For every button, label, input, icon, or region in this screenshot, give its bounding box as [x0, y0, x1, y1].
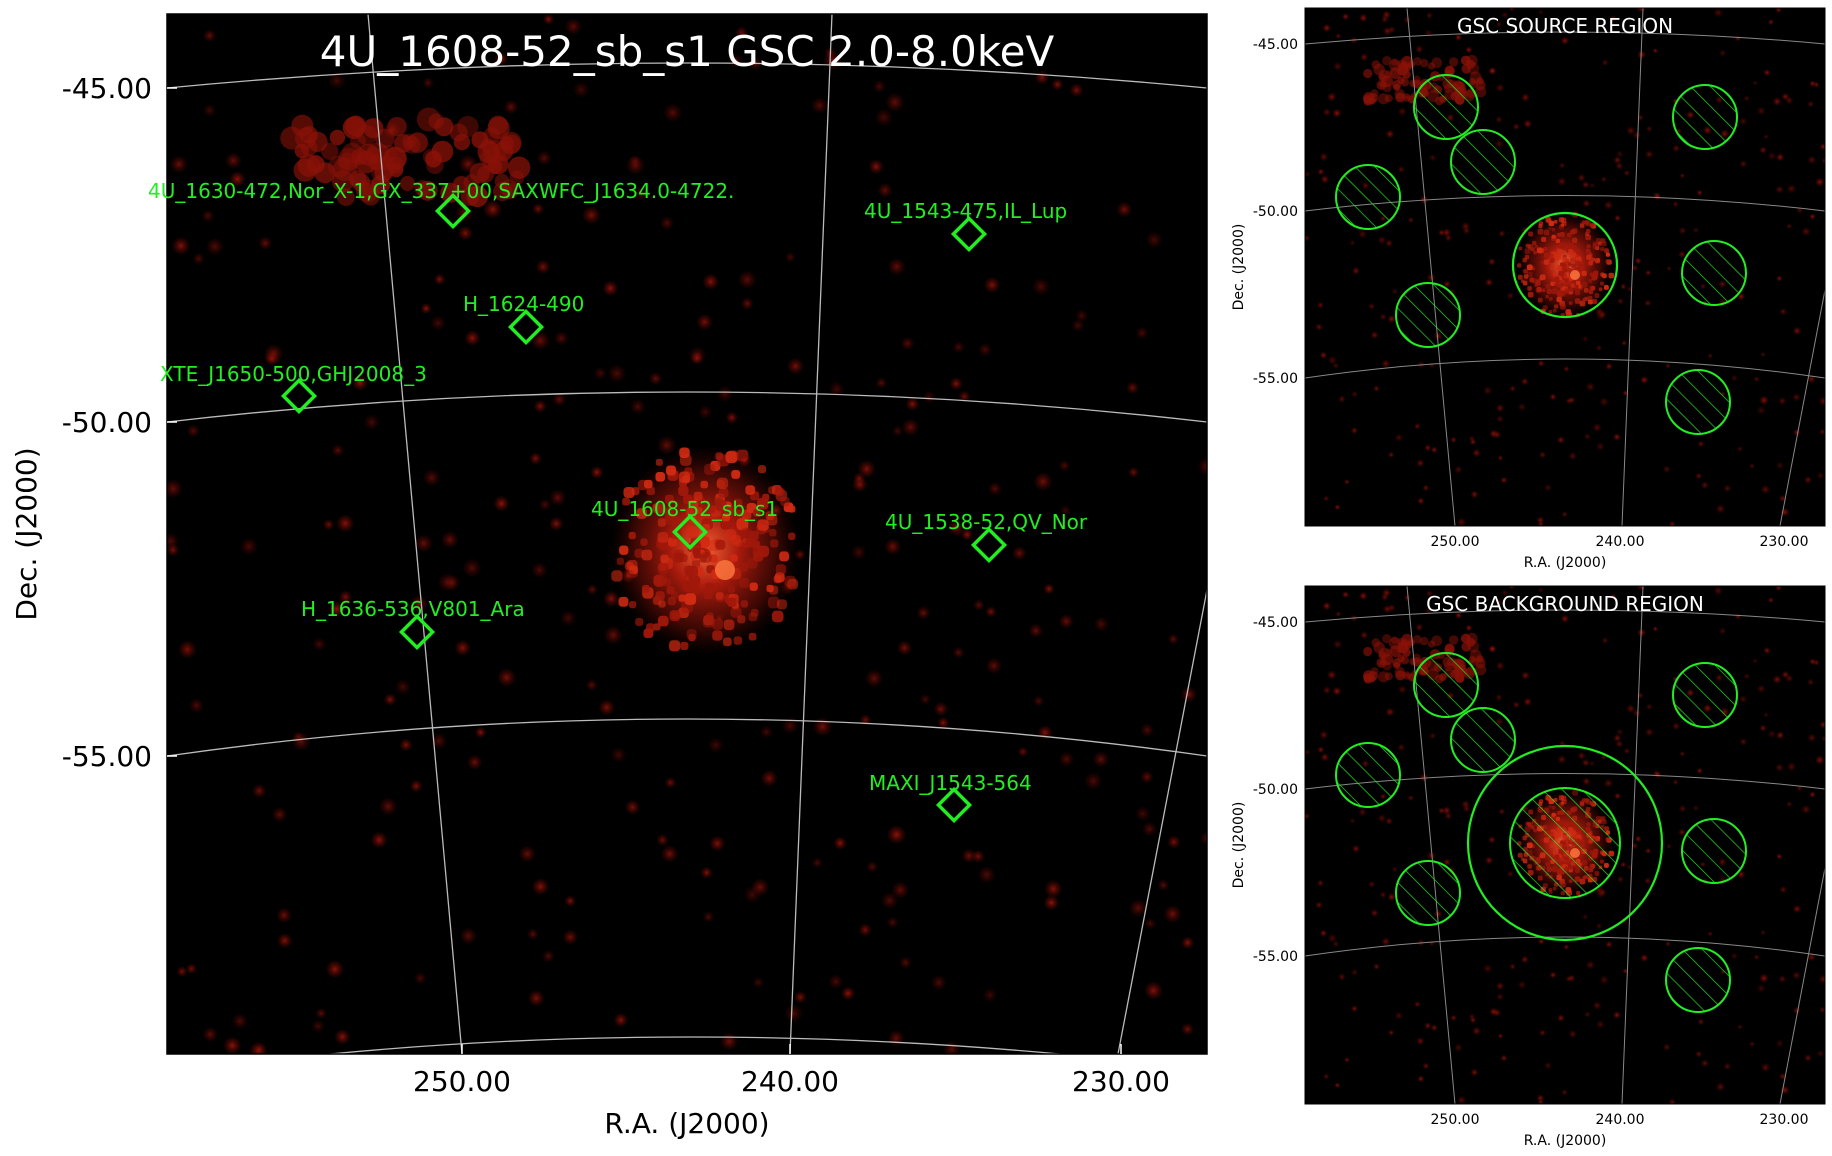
- background-x-tick-230: 230.00: [1760, 1112, 1809, 1128]
- background-y-tick-55: -55.00: [1253, 949, 1298, 965]
- background-y-axis-label: Dec. (J2000): [1231, 802, 1247, 889]
- main-y-tick-50: -50.00: [62, 406, 152, 439]
- label-4u-1543-475: 4U_1543-475,IL_Lup: [864, 199, 1067, 223]
- background-panel-title: GSC BACKGROUND REGION: [1426, 592, 1704, 616]
- background-annulus-outer: [1466, 744, 1664, 942]
- label-4u-1630-472: 4U_1630-472,Nor_X-1,GX_337+00,SAXWFC_J16…: [148, 179, 734, 203]
- source-exclusion-circles: [1335, 74, 1747, 435]
- main-grid-dec-55: [167, 718, 1207, 757]
- source-y-tick-55: -55.00: [1253, 371, 1298, 387]
- marker-xte-j1650-500: [280, 377, 318, 415]
- marker-h-1624-490: [507, 308, 545, 346]
- background-inner-exclusion-circle: [1509, 787, 1621, 899]
- source-region-panel: GSC SOURCE REGION -45.00 -50.00 -55.00 2…: [1231, 7, 1826, 571]
- main-x-tick-250: 250.00: [413, 1065, 511, 1098]
- marker-4u-1608-52: [671, 513, 709, 551]
- label-h-1624-490: H_1624-490: [463, 292, 584, 316]
- main-title: 4U_1608-52_sb_s1 GSC 2.0-8.0keV: [320, 27, 1055, 76]
- label-maxi-j1543-564: MAXI_J1543-564: [869, 771, 1032, 795]
- source-panel-title: GSC SOURCE REGION: [1457, 14, 1673, 38]
- main-grid-ra-250: [367, 14, 463, 1054]
- marker-maxi-j1543-564: [935, 786, 973, 824]
- background-x-tick-240: 240.00: [1596, 1112, 1645, 1128]
- main-frame: [166, 13, 1208, 1055]
- main-x-tick-240: 240.00: [741, 1065, 839, 1098]
- source-y-axis-label: Dec. (J2000): [1231, 224, 1247, 311]
- main-y-tick-45: -45.00: [62, 72, 152, 105]
- main-grid-dec-50: [167, 391, 1207, 423]
- main-panel: 4U_1630-472,Nor_X-1,GX_337+00,SAXWFC_J16…: [10, 13, 1208, 1140]
- background-x-tick-250: 250.00: [1431, 1112, 1480, 1128]
- main-x-axis-label: R.A. (J2000): [604, 1107, 769, 1140]
- background-coordinate-grid: [1305, 586, 1825, 1104]
- source-region-circle: [1511, 211, 1619, 319]
- main-tick-marks: [167, 87, 1122, 1054]
- source-x-tick-230: 230.00: [1760, 534, 1809, 550]
- main-x-tick-230: 230.00: [1072, 1065, 1170, 1098]
- source-y-tick-45: -45.00: [1253, 37, 1298, 53]
- label-4u-1538-52: 4U_1538-52,QV_Nor: [885, 510, 1088, 534]
- marker-4u-1630-472: [434, 192, 472, 230]
- marker-h-1636-536: [398, 613, 436, 651]
- main-grid-ra-230: [1117, 589, 1207, 1054]
- background-y-tick-50: -50.00: [1253, 782, 1298, 798]
- background-x-axis-label: R.A. (J2000): [1524, 1133, 1607, 1149]
- label-4u-1608-52: 4U_1608-52_sb_s1: [591, 497, 778, 521]
- label-h-1636-536: H_1636-536,V801_Ara: [301, 597, 525, 621]
- source-y-tick-50: -50.00: [1253, 204, 1298, 220]
- main-grid-dec-45: [167, 62, 1207, 89]
- marker-4u-1543-475: [950, 215, 988, 253]
- main-coordinate-grid: [167, 14, 1207, 1054]
- background-y-tick-45: -45.00: [1253, 615, 1298, 631]
- source-coordinate-grid: [1305, 8, 1825, 526]
- main-y-tick-55: -55.00: [62, 740, 152, 773]
- background-exclusion-circles: [1335, 652, 1747, 1013]
- label-xte-j1650-500: XTE_J1650-500,GHJ2008_3: [160, 362, 427, 386]
- main-source-markers: [280, 192, 1008, 824]
- background-region-panel: GSC BACKGROUND REGION -45.00 -50.00 -55.…: [1231, 585, 1826, 1149]
- source-x-tick-250: 250.00: [1431, 534, 1480, 550]
- main-grid-ra-240: [789, 14, 833, 1054]
- marker-4u-1538-52: [970, 526, 1008, 564]
- source-x-axis-label: R.A. (J2000): [1524, 555, 1607, 571]
- main-grid-dec-60: [329, 1036, 1061, 1054]
- main-y-axis-label: Dec. (J2000): [10, 447, 43, 620]
- source-x-tick-240: 240.00: [1596, 534, 1645, 550]
